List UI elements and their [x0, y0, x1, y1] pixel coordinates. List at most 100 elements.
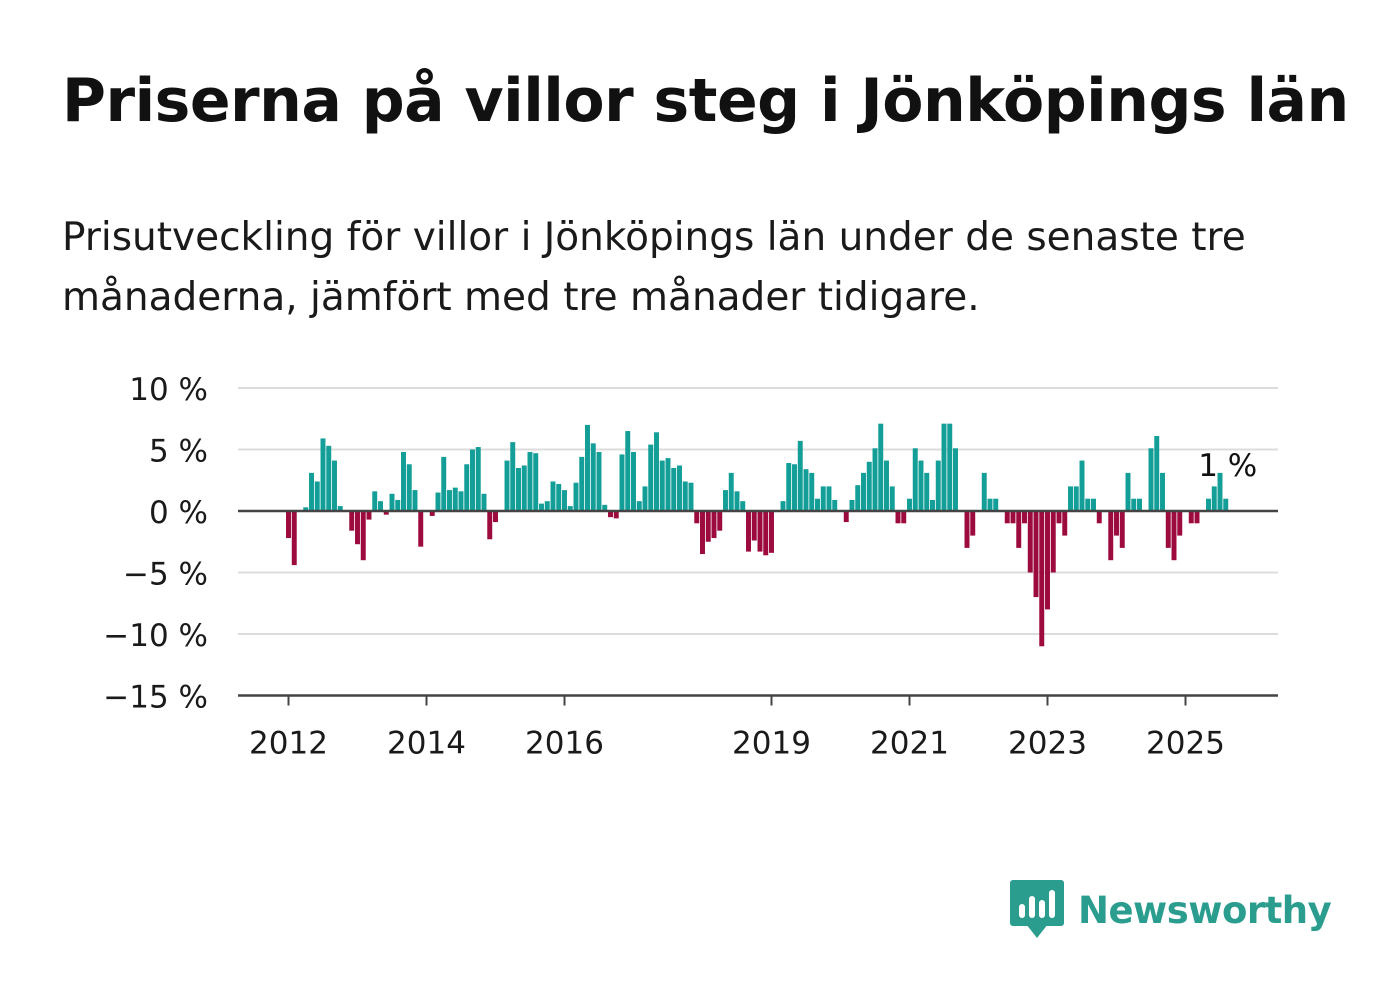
- bar-negative: [1177, 511, 1183, 536]
- bar-positive: [780, 501, 786, 511]
- y-tick-label: 0 %: [149, 495, 208, 531]
- bar-positive: [326, 445, 332, 511]
- bar-positive: [878, 423, 884, 511]
- bar-positive: [527, 451, 533, 511]
- bar-negative: [487, 511, 493, 540]
- x-tick-label: 2021: [870, 726, 949, 762]
- bar-positive: [1091, 498, 1096, 511]
- y-tick-label: 5 %: [149, 434, 208, 470]
- bar-negative: [1119, 511, 1125, 548]
- x-tick-label: 2012: [249, 726, 328, 762]
- last-value-label: 1 %: [1198, 448, 1257, 484]
- bar-negative: [1027, 511, 1033, 573]
- bar-positive: [412, 490, 418, 511]
- bar-positive: [723, 490, 728, 511]
- bar-positive: [849, 499, 855, 511]
- bar-negative: [366, 511, 372, 520]
- x-tick-label: 2019: [732, 726, 811, 762]
- bar-positive: [470, 449, 475, 511]
- bars: [286, 423, 1229, 647]
- bar-positive: [809, 472, 815, 511]
- bar-positive: [654, 432, 659, 511]
- bar-positive: [987, 498, 993, 511]
- bar-positive: [303, 507, 309, 511]
- bar-negative: [769, 511, 774, 553]
- bar-negative: [493, 511, 498, 523]
- bar-positive: [458, 491, 464, 511]
- bar-positive: [510, 442, 516, 511]
- y-tick-label: −15 %: [103, 680, 208, 716]
- price-change-bar-chart: 10 % 5 % 0 % −5 % −10 % −15 % 2012 2014 2016 2019…: [103, 372, 1278, 762]
- bar-positive: [562, 490, 567, 511]
- bar-negative: [757, 511, 763, 552]
- x-tick-label: 2016: [525, 726, 604, 762]
- bar-positive: [918, 460, 924, 511]
- bar-positive: [521, 465, 527, 511]
- bar-negative: [383, 511, 389, 515]
- axes: [238, 509, 1278, 706]
- bar-positive: [533, 453, 539, 511]
- bar-negative: [751, 511, 757, 541]
- bar-positive: [993, 498, 999, 511]
- bar-positive: [659, 460, 665, 511]
- page-title: Priserna på villor steg i Jönköpings län: [62, 66, 1349, 136]
- newsworthy-logo: Newsworthy: [1010, 878, 1332, 942]
- bar-positive: [907, 498, 912, 511]
- bar-positive: [1206, 498, 1211, 511]
- bar-negative: [763, 511, 769, 556]
- bar-positive: [786, 463, 792, 511]
- bar-positive: [866, 461, 872, 511]
- bar-positive: [1085, 498, 1091, 511]
- bar-positive: [665, 458, 671, 511]
- y-tick-label: −10 %: [103, 618, 208, 654]
- bar-positive: [395, 499, 401, 511]
- bar-positive: [826, 486, 832, 511]
- bar-positive: [372, 491, 378, 511]
- bar-positive: [1223, 498, 1229, 511]
- bar-positive: [688, 482, 694, 511]
- x-tick-label: 2025: [1146, 726, 1225, 762]
- bar-positive: [682, 481, 688, 511]
- bar-positive: [539, 503, 544, 511]
- gridlines: [238, 387, 1278, 635]
- bar-positive: [648, 444, 654, 511]
- bar-positive: [872, 448, 878, 511]
- bar-positive: [631, 451, 636, 511]
- bar-positive: [389, 493, 395, 511]
- bar-chart-speech-bubble-icon: [1010, 880, 1064, 938]
- bar-positive: [625, 431, 631, 511]
- bar-positive: [544, 501, 550, 511]
- bar-negative: [355, 511, 360, 545]
- bar-positive: [1148, 448, 1154, 511]
- bar-negative: [608, 511, 613, 518]
- bar-positive: [1079, 460, 1085, 511]
- bar-negative: [613, 511, 619, 519]
- bar-positive: [1073, 486, 1079, 511]
- bar-negative: [1004, 511, 1010, 524]
- brand-name: Newsworthy: [1078, 888, 1332, 932]
- bar-positive: [740, 501, 746, 511]
- bar-positive: [1211, 486, 1217, 511]
- y-tick-label: −5 %: [123, 557, 208, 593]
- bar-positive: [1068, 486, 1073, 511]
- bar-negative: [1010, 511, 1016, 524]
- bar-positive: [550, 481, 556, 511]
- bar-positive: [855, 485, 861, 511]
- bar-positive: [573, 482, 579, 511]
- bar-negative: [1194, 511, 1200, 524]
- bar-negative: [1165, 511, 1171, 548]
- bar-positive: [792, 464, 797, 511]
- tick-labels: 10 % 5 % 0 % −5 % −10 % −15 % 2012 2014 2016 2019…: [103, 372, 1257, 762]
- bar-negative: [901, 511, 907, 524]
- bar-positive: [337, 506, 343, 511]
- bar-positive: [889, 486, 895, 511]
- bar-positive: [481, 493, 487, 511]
- bar-negative: [964, 511, 970, 548]
- bar-positive: [320, 438, 326, 511]
- bar-positive: [1137, 498, 1142, 511]
- bar-negative: [418, 511, 424, 547]
- bar-positive: [406, 464, 412, 511]
- bar-positive: [332, 460, 337, 511]
- bar-negative: [429, 511, 435, 516]
- bar-positive: [619, 454, 625, 511]
